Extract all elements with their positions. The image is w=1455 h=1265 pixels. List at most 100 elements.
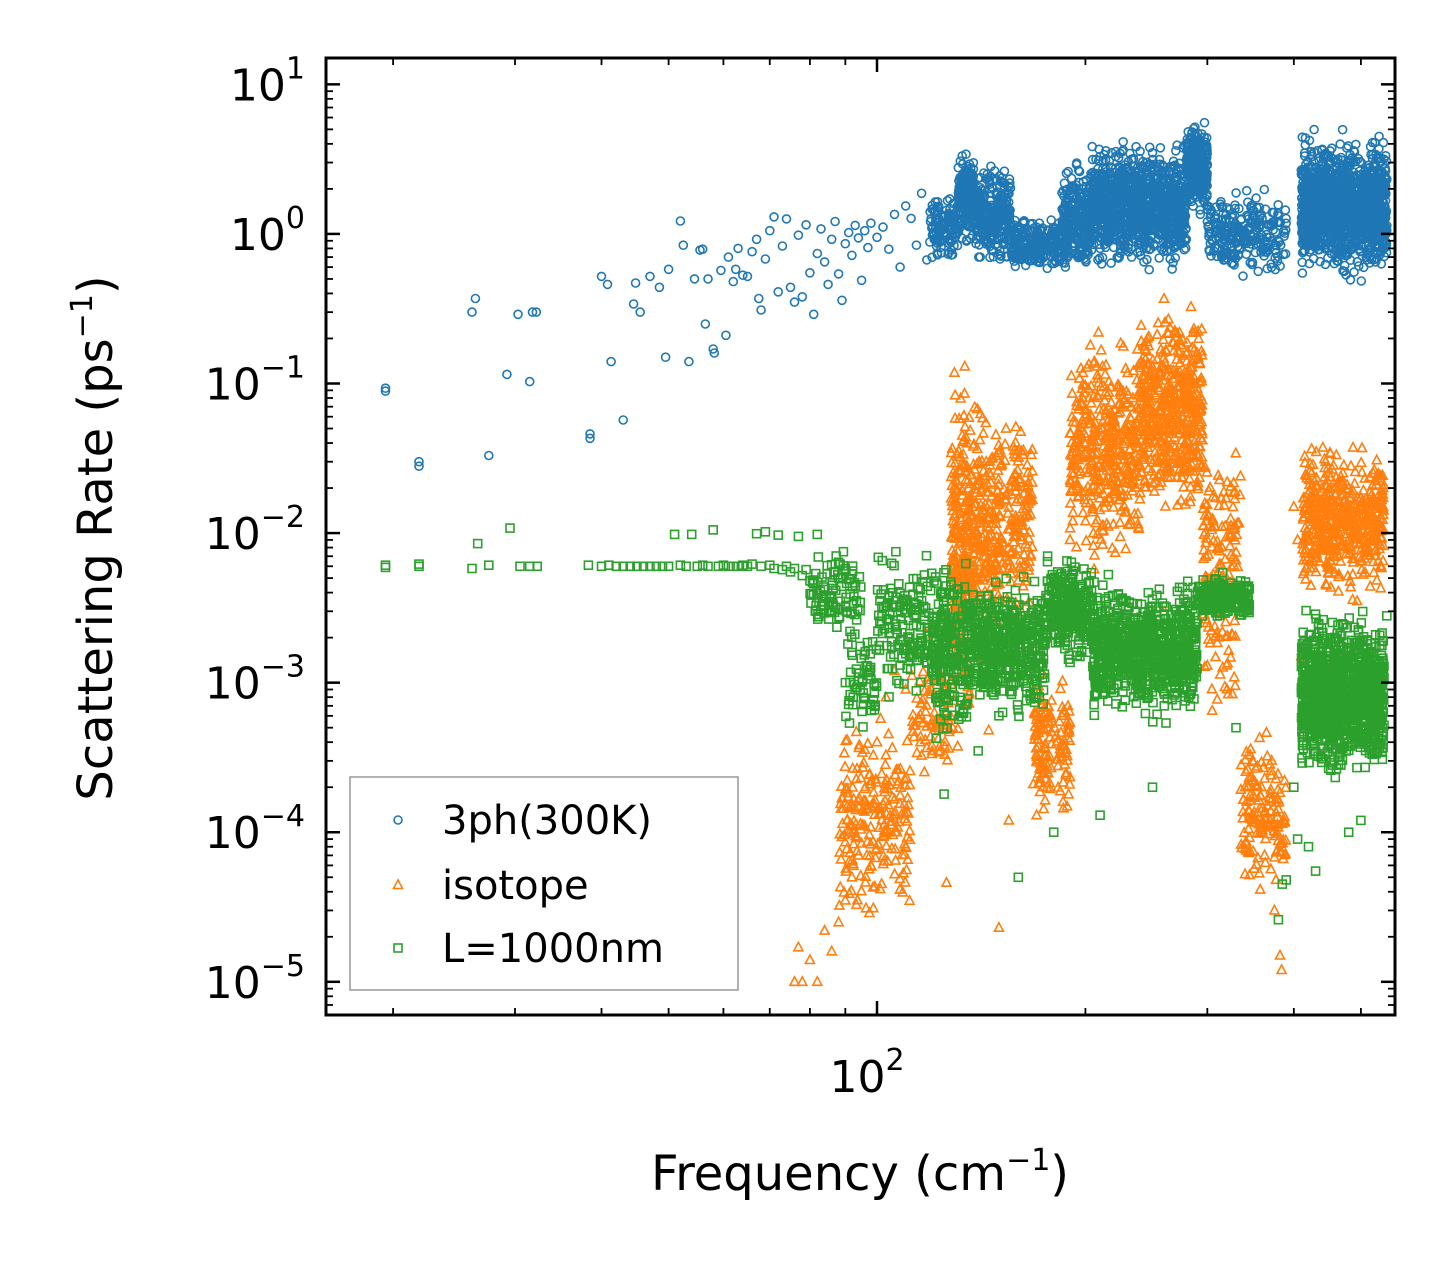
- data-point: [502, 369, 512, 380]
- data-point: [728, 276, 739, 287]
- data-point: [1022, 254, 1033, 265]
- data-point: [954, 210, 964, 220]
- data-point: [470, 293, 481, 304]
- data-point: [709, 348, 720, 358]
- data-point: [684, 356, 694, 367]
- data-point: [606, 356, 616, 367]
- data-point: [850, 220, 861, 231]
- data-point: [467, 307, 477, 317]
- data-point: [1062, 252, 1073, 263]
- data-point: [1004, 188, 1014, 199]
- data-point: [889, 209, 900, 220]
- data-point: [645, 271, 655, 282]
- data-point: [996, 176, 1007, 187]
- data-point: [678, 240, 689, 250]
- data-point: [971, 211, 982, 222]
- data-point: [833, 269, 844, 279]
- data-point: [747, 246, 757, 257]
- data-point: [1010, 261, 1021, 272]
- data-point: [957, 151, 968, 161]
- data-point: [945, 237, 956, 247]
- data-point: [1071, 180, 1081, 190]
- data-point: [618, 415, 629, 425]
- data-point: [1006, 224, 1016, 235]
- data-point: [944, 210, 955, 220]
- data-point: [585, 429, 595, 439]
- data-point: [602, 279, 613, 290]
- data-point: [721, 330, 731, 341]
- data-point: [1026, 236, 1036, 247]
- data-point: [660, 352, 671, 363]
- data-point: [1080, 247, 1091, 258]
- data-point: [730, 264, 741, 275]
- data-point: [1046, 238, 1056, 248]
- data-point: [628, 299, 639, 309]
- data-point: [971, 185, 982, 196]
- data-point: [1013, 244, 1024, 255]
- data-point: [956, 179, 966, 190]
- data-point: [1016, 252, 1027, 263]
- data-point: [973, 173, 983, 184]
- data-point: [1037, 245, 1048, 256]
- data-point: [930, 235, 941, 246]
- data-point: [760, 254, 771, 264]
- data-point: [988, 213, 999, 224]
- data-point: [805, 267, 815, 278]
- data-point: [866, 218, 876, 228]
- data-point: [956, 186, 966, 196]
- data-point: [380, 383, 391, 394]
- data-point: [963, 195, 974, 206]
- data-point: [1039, 243, 1049, 254]
- data-point: [697, 244, 708, 254]
- data-point: [932, 224, 943, 235]
- data-point: [856, 275, 867, 286]
- data-point: [1043, 225, 1054, 236]
- data-point: [939, 212, 950, 222]
- data-point: [527, 307, 538, 317]
- data-point: [1027, 255, 1038, 266]
- data-point: [1033, 232, 1043, 242]
- data-point: [797, 291, 808, 302]
- data-point: [1074, 166, 1085, 177]
- data-point: [980, 224, 990, 234]
- data-point: [993, 223, 1003, 233]
- data-point: [895, 262, 905, 272]
- data-point: [937, 223, 947, 233]
- data-point: [986, 161, 996, 172]
- data-point: [773, 286, 784, 297]
- data-point: [663, 264, 674, 275]
- data-point: [823, 279, 833, 290]
- data-point: [1032, 226, 1043, 236]
- data-point: [1066, 173, 1077, 184]
- data-point: [716, 265, 726, 276]
- data-point: [847, 250, 857, 261]
- data-point: [769, 212, 779, 222]
- data-point: [635, 307, 646, 317]
- data-point: [988, 251, 999, 262]
- data-point: [906, 213, 916, 224]
- data-point: [1072, 233, 1082, 243]
- data-point: [1004, 181, 1014, 192]
- data-point: [988, 245, 999, 256]
- data-point: [764, 225, 775, 236]
- data-point: [1061, 168, 1072, 179]
- data-point: [1075, 188, 1085, 199]
- data-point: [1064, 195, 1075, 205]
- data-point: [756, 305, 766, 315]
- data-point: [781, 214, 792, 224]
- data-point: [976, 211, 986, 221]
- data-point: [1081, 256, 1091, 267]
- data-point: [932, 248, 943, 258]
- data-point: [997, 237, 1008, 248]
- data-point: [925, 207, 935, 217]
- data-point: [1061, 225, 1071, 236]
- data-point: [737, 270, 748, 281]
- data-point: [930, 205, 940, 216]
- data-point: [1018, 216, 1028, 227]
- data-point: [996, 199, 1007, 209]
- data-point: [785, 282, 796, 293]
- data-point: [1062, 209, 1073, 219]
- data-point: [826, 234, 837, 245]
- data-point: [708, 344, 719, 354]
